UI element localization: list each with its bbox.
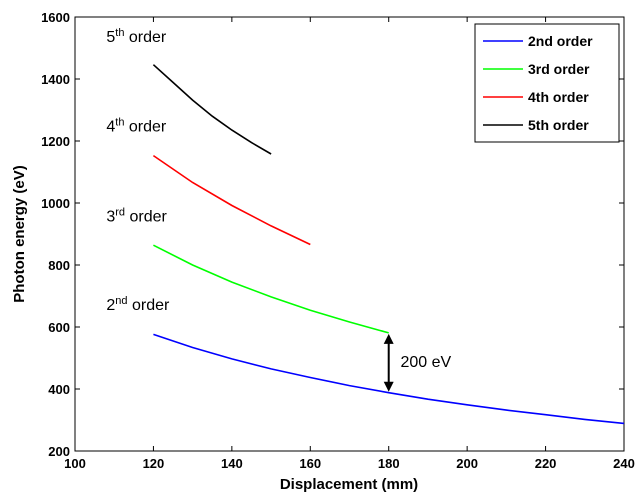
y-tick-label: 600 xyxy=(48,320,70,335)
legend-entry-label: 5th order xyxy=(528,117,589,133)
legend-entry-label: 2nd order xyxy=(528,33,593,49)
series-line-2-order xyxy=(153,333,625,425)
y-tick-label: 1000 xyxy=(41,196,70,211)
order-annotation: 5th order xyxy=(106,27,167,46)
y-tick-label: 1400 xyxy=(41,72,70,87)
x-tick-label: 240 xyxy=(613,456,635,471)
y-tick-label: 1200 xyxy=(41,134,70,149)
x-tick-label: 220 xyxy=(535,456,557,471)
series-line-5-order xyxy=(152,64,272,155)
x-tick-label: 120 xyxy=(143,456,165,471)
series-line-4-order xyxy=(152,154,311,246)
legend-entry-label: 3rd order xyxy=(528,61,590,77)
y-axis-title: Photon energy (eV) xyxy=(11,165,28,303)
legend: 2nd order 3rd order 4th order 5th order xyxy=(474,23,620,143)
x-tick-label: 160 xyxy=(299,456,321,471)
axis-ticks: 100 120 140 160 180 200 220 240 200 400 600 800 1000… xyxy=(41,10,635,471)
series-layer xyxy=(152,64,625,425)
x-tick-label: 100 xyxy=(64,456,86,471)
order-annotation: 3rd order xyxy=(106,207,167,226)
order-annotation: 4th order xyxy=(106,117,167,136)
difference-label: 200 eV xyxy=(400,354,451,371)
legend-box xyxy=(474,23,620,143)
x-axis-title: Displacement (mm) xyxy=(280,476,418,493)
series-line-3-order xyxy=(153,244,389,334)
legend-entry-label: 4th order xyxy=(528,89,589,105)
annotation-layer: 5th order 4th order 3rd order 2nd order 200 … xyxy=(106,27,452,392)
y-tick-label: 200 xyxy=(48,444,70,459)
y-tick-label: 1600 xyxy=(41,10,70,25)
y-tick-label: 400 xyxy=(48,382,70,397)
x-tick-label: 180 xyxy=(378,456,400,471)
y-tick-label: 800 xyxy=(48,258,70,273)
x-tick-label: 200 xyxy=(456,456,478,471)
x-tick-label: 140 xyxy=(221,456,243,471)
order-annotation: 2nd order xyxy=(106,295,170,314)
